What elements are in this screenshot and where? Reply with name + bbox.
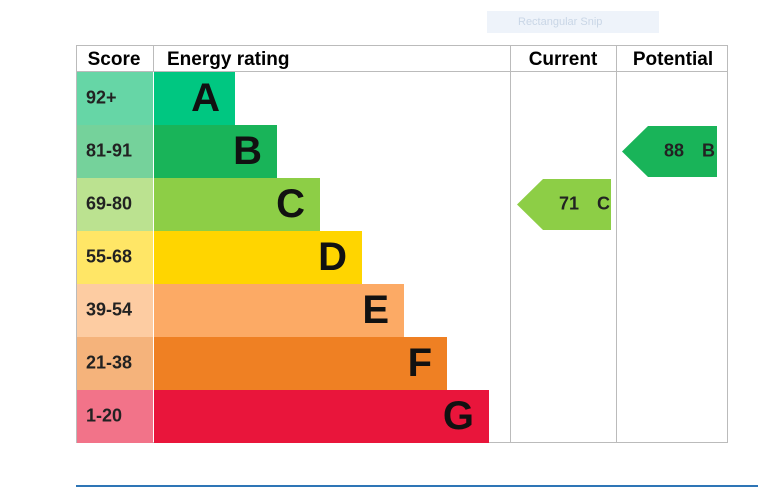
current-rating: C [597,193,610,213]
rating-letter: B [233,129,262,173]
rating-band [154,72,235,125]
snip-tooltip: Rectangular Snip [518,16,602,28]
score-label: 21-38 [86,352,132,372]
header-current: Current [529,49,598,70]
score-label: 69-80 [86,193,132,213]
rating-letter: A [191,76,220,120]
score-cell [77,337,153,390]
current-value: 71 [559,193,579,213]
score-label: 55-68 [86,246,132,266]
score-cell [77,390,153,443]
score-cell [77,178,153,231]
score-cell [77,231,153,284]
rating-letter: D [318,235,347,279]
rating-band [154,178,320,231]
rating-band [154,125,277,178]
potential-rating: B [702,140,715,160]
header-rating: Energy rating [167,49,289,70]
rating-band [154,337,447,390]
rating-band [154,231,362,284]
rating-letter: E [362,288,389,332]
score-label: 92+ [86,87,117,107]
rating-band [154,390,489,443]
score-cell [77,125,153,178]
rating-letter: G [443,394,474,438]
potential-arrow [622,126,717,177]
score-label: 1-20 [86,405,122,425]
score-cell [77,284,153,337]
rating-letter: C [276,182,305,226]
rating-band [154,284,404,337]
score-cell [77,72,153,125]
header-score: Score [88,49,141,70]
potential-value: 88 [664,140,684,160]
header-potential: Potential [633,49,713,70]
snip-tooltip-bg [487,11,659,33]
current-arrow [517,179,611,230]
score-label: 81-91 [86,140,132,160]
score-label: 39-54 [86,299,132,319]
rating-letter: F [408,341,432,385]
